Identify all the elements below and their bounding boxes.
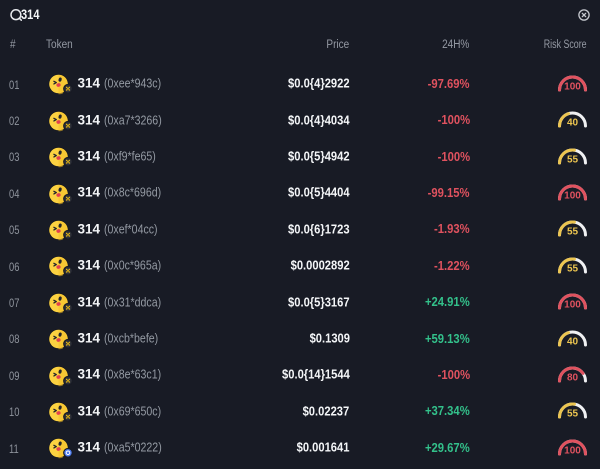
svg-text:55: 55: [567, 409, 579, 420]
svg-text:55: 55: [567, 263, 579, 274]
svg-text:55: 55: [567, 154, 579, 165]
svg-text:40: 40: [567, 117, 579, 128]
svg-text:100: 100: [564, 299, 581, 310]
svg-text:80: 80: [567, 372, 579, 383]
svg-text:100: 100: [564, 190, 581, 201]
svg-text:40: 40: [567, 336, 579, 347]
svg-text:55: 55: [567, 227, 579, 238]
svg-text:100: 100: [564, 81, 581, 92]
svg-text:100: 100: [564, 445, 581, 456]
